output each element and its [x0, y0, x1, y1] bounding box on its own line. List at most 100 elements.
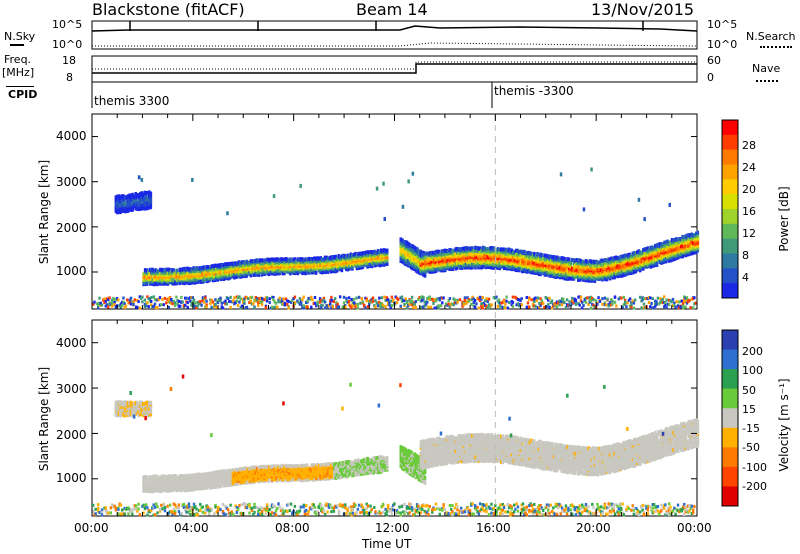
echo-cell: [620, 257, 624, 262]
echo-cell: [416, 257, 419, 262]
echo-cell: [472, 249, 476, 253]
echo-cell: [542, 270, 545, 275]
clutter-cell: [253, 298, 256, 302]
echo-cell: [446, 262, 450, 267]
clutter-cell: [345, 299, 348, 303]
clutter-cell: [291, 298, 294, 302]
echo-cell: [516, 248, 520, 253]
echo-cell: [187, 267, 191, 272]
echo-cell: [366, 260, 369, 265]
echo-cell: [239, 269, 242, 273]
echo-cell: [180, 267, 183, 272]
clutter-cell: [171, 302, 174, 306]
clutter-cell: [196, 304, 199, 308]
echo-cell: [199, 279, 203, 284]
echo-cell: [219, 273, 223, 278]
echo-cell: [375, 250, 378, 255]
clutter-cell: [284, 297, 288, 301]
echo-cell: [670, 252, 674, 257]
echo-cell: [468, 251, 471, 256]
clutter-cell: [355, 296, 358, 300]
clutter-cell: [243, 299, 246, 303]
clutter-cell: [412, 301, 415, 305]
echo-cell: [358, 251, 362, 256]
echo-cell: [571, 275, 574, 280]
echo-cell: [233, 272, 236, 277]
echo-cell: [611, 261, 615, 266]
clutter-cell: [240, 304, 244, 308]
echo-cell: [298, 265, 301, 270]
echo-cell: [478, 249, 482, 254]
clutter-cell: [271, 305, 274, 309]
echo-cell: [367, 261, 371, 266]
clutter-cell: [107, 305, 110, 309]
echo-cell: [149, 197, 153, 202]
clutter-cell: [611, 302, 614, 306]
echo-cell: [649, 264, 653, 269]
echo-cell: [545, 268, 548, 273]
echo-cell: [462, 259, 465, 264]
clutter-cell: [173, 304, 177, 308]
echo-cell: [424, 268, 427, 273]
echo-cell: [633, 269, 636, 274]
clutter-cell: [344, 305, 347, 309]
echo-cell: [672, 251, 675, 255]
echo-cell: [673, 250, 677, 254]
echo-cell: [445, 252, 448, 256]
echo-cell: [534, 257, 538, 262]
clutter-cell: [589, 299, 593, 303]
echo-cell: [492, 258, 495, 263]
clutter-cell: [257, 304, 260, 307]
echo-cell: [684, 234, 687, 239]
clutter-cell: [414, 300, 418, 304]
echo-cell: [122, 200, 125, 205]
clutter-cell: [230, 300, 233, 304]
echo-cell: [521, 260, 524, 265]
clutter-cell: [678, 306, 681, 310]
echo-cell: [205, 271, 209, 276]
clutter-cell: [660, 300, 663, 304]
echo-cell: [416, 247, 419, 252]
clutter-cell: [623, 298, 627, 302]
echo-cell: [405, 249, 409, 254]
echo-cell: [433, 250, 436, 255]
clutter-cell: [507, 301, 511, 305]
clutter-cell: [123, 306, 126, 309]
echo-cell: [601, 261, 604, 265]
echo-cell: [537, 268, 541, 272]
clutter-cell: [361, 300, 365, 304]
echo-cell: [399, 247, 403, 252]
clutter-cell: [110, 298, 114, 302]
echo-cell: [308, 257, 312, 261]
echo-cell: [676, 253, 680, 258]
echo-cell: [549, 259, 553, 264]
echo-cell: [692, 233, 695, 238]
clutter-cell: [437, 304, 440, 308]
echo-cell: [483, 263, 486, 268]
clutter-cell: [412, 305, 415, 309]
echo-cell: [379, 259, 383, 264]
echo-cell: [190, 279, 194, 284]
echo-cell: [255, 267, 259, 272]
clutter-cell: [641, 298, 644, 302]
echo-cell: [692, 250, 695, 255]
clutter-cell: [97, 303, 100, 307]
clutter-cell: [195, 306, 198, 310]
echo-cell: [676, 238, 680, 242]
echo-cell: [446, 249, 450, 254]
echo-cell: [486, 247, 489, 252]
clutter-cell: [108, 296, 111, 300]
echo-cell: [496, 250, 500, 255]
clutter-cell: [441, 296, 444, 300]
echo-cell: [381, 252, 384, 257]
clutter-cell: [550, 299, 554, 303]
clutter-cell: [492, 296, 496, 300]
clutter-cell: [683, 295, 686, 299]
echo-cell: [460, 256, 464, 261]
clutter-cell: [496, 304, 499, 308]
echo-cell: [478, 246, 482, 251]
echo-cell: [357, 251, 360, 256]
clutter-cell: [298, 297, 302, 301]
echo-cell: [125, 201, 128, 206]
echo-cell: [116, 207, 119, 212]
